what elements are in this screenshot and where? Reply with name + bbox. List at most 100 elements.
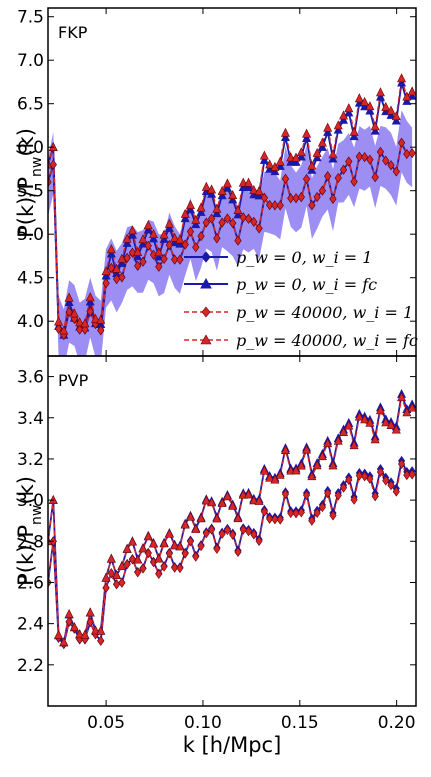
panel-pvp: PVP 2.2 2.4 2.6 2.8 3.0 3.2 3.4 3.6 0.05 0.10 0.1… — [14, 355, 417, 733]
data-point — [391, 424, 401, 434]
data-point — [280, 445, 290, 454]
data-point — [408, 148, 416, 159]
data-point — [307, 160, 317, 170]
data-point — [391, 115, 401, 125]
data-point — [208, 213, 216, 224]
data-point — [85, 607, 95, 617]
data-point — [117, 257, 127, 267]
series-line — [48, 78, 413, 333]
data-point — [54, 316, 64, 326]
data-point — [106, 248, 116, 258]
data-point — [386, 105, 396, 115]
data-point — [402, 91, 412, 101]
data-point — [244, 489, 254, 499]
data-point — [133, 246, 143, 256]
data-point — [323, 126, 333, 136]
data-point — [328, 153, 338, 163]
data-point — [160, 561, 168, 572]
data-point — [344, 420, 354, 430]
series-line — [48, 397, 413, 644]
data-point — [80, 629, 90, 639]
panel-label: PVP — [58, 371, 89, 390]
data-point — [75, 317, 85, 327]
data-point — [403, 470, 411, 481]
data-point — [149, 233, 159, 243]
data-point — [361, 471, 369, 482]
data-point — [201, 495, 211, 505]
y-axis-title: P(k)/Pnw(k) — [14, 476, 45, 586]
data-point — [164, 218, 174, 228]
data-point — [191, 219, 201, 229]
y-tick-label: 4.5 — [17, 269, 44, 289]
y-tick-label: 7.0 — [17, 51, 44, 71]
data-point — [375, 405, 385, 415]
legend-marker — [201, 306, 211, 318]
data-point — [354, 411, 364, 421]
data-point — [375, 87, 385, 97]
data-point — [143, 224, 153, 234]
data-point — [155, 261, 163, 272]
data-point — [370, 121, 380, 131]
data-point — [398, 137, 406, 148]
data-point — [403, 148, 411, 160]
data-point — [171, 254, 179, 265]
data-point — [149, 249, 158, 260]
data-point — [355, 470, 363, 481]
data-point — [202, 528, 210, 539]
y-tick-label: 5.0 — [17, 225, 44, 245]
data-point — [349, 440, 359, 450]
data-point — [382, 475, 390, 486]
data-point — [154, 251, 164, 261]
data-point — [333, 120, 343, 130]
data-point — [323, 438, 333, 448]
legend-label: p_w = 40000, w_i = 1 — [236, 303, 413, 322]
data-point — [155, 569, 163, 580]
data-point — [397, 73, 407, 83]
data-point — [64, 608, 74, 618]
data-point — [266, 513, 274, 524]
data-point — [123, 252, 131, 263]
data-point — [133, 554, 143, 564]
data-point — [85, 296, 95, 306]
legend-entry: p_w = 40000, w_i = fc — [184, 331, 418, 350]
data-point — [255, 535, 263, 546]
legend-label: p_w = 40000, w_i = fc — [236, 331, 418, 350]
y-tick-label: 6.0 — [17, 138, 44, 158]
data-point — [208, 524, 216, 535]
data-point — [123, 559, 131, 570]
y-tick-label: 4.0 — [17, 312, 44, 332]
y-tick-label: 2.4 — [17, 615, 44, 635]
data-point — [181, 548, 189, 559]
data-point — [59, 636, 69, 646]
x-axis-title: k [h/Mpc] — [183, 733, 282, 757]
data-point — [217, 190, 227, 200]
data-point — [122, 237, 132, 247]
data-point — [176, 254, 184, 265]
data-point — [271, 200, 279, 211]
data-point — [91, 313, 100, 323]
data-point — [213, 543, 221, 554]
data-point — [138, 543, 148, 553]
data-point — [328, 149, 338, 159]
data-point — [291, 152, 301, 162]
data-point — [407, 90, 416, 100]
x-tick-label: 0.15 — [281, 713, 319, 733]
data-point — [296, 147, 306, 157]
data-point — [259, 154, 269, 164]
data-point — [101, 572, 111, 582]
data-point — [192, 551, 200, 562]
data-point — [144, 240, 152, 251]
data-point — [254, 186, 264, 195]
data-point — [101, 266, 111, 276]
data-point — [333, 435, 343, 445]
data-point — [287, 193, 295, 204]
data-point — [317, 137, 327, 147]
data-point — [371, 172, 379, 183]
data-point — [122, 233, 132, 243]
data-point — [366, 154, 374, 165]
data-point — [180, 208, 190, 218]
data-point — [197, 541, 205, 552]
data-point — [170, 540, 180, 550]
data-point — [407, 86, 416, 96]
data-point — [102, 582, 110, 593]
